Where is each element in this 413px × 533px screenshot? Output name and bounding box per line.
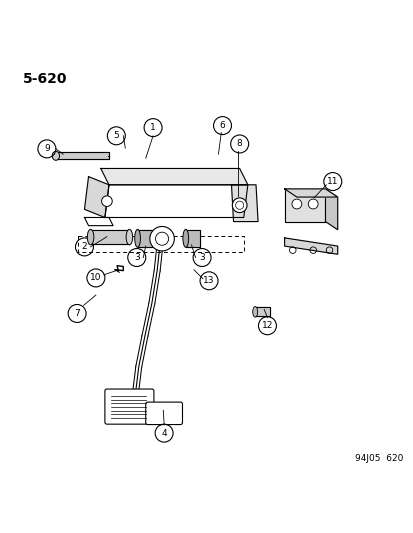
Polygon shape: [100, 168, 247, 185]
Text: 12: 12: [261, 321, 273, 330]
Polygon shape: [284, 189, 337, 197]
FancyBboxPatch shape: [104, 389, 154, 424]
Polygon shape: [185, 230, 199, 247]
Circle shape: [232, 198, 247, 213]
Text: 4: 4: [161, 429, 166, 438]
Polygon shape: [325, 189, 337, 230]
Text: 3: 3: [133, 253, 139, 262]
Ellipse shape: [126, 229, 132, 245]
Text: 5: 5: [113, 131, 119, 140]
Polygon shape: [231, 185, 257, 222]
Polygon shape: [56, 152, 109, 159]
Circle shape: [150, 227, 174, 251]
Text: 9: 9: [44, 144, 50, 154]
Circle shape: [308, 199, 317, 209]
Text: 13: 13: [203, 276, 214, 285]
Text: 8: 8: [236, 140, 242, 149]
Polygon shape: [137, 230, 152, 247]
Circle shape: [291, 199, 301, 209]
Text: 10: 10: [90, 273, 102, 282]
Polygon shape: [84, 176, 109, 217]
Circle shape: [101, 196, 112, 206]
Text: 11: 11: [326, 177, 338, 186]
Ellipse shape: [52, 151, 59, 160]
Ellipse shape: [252, 306, 257, 317]
Polygon shape: [84, 217, 113, 225]
Text: 5-620: 5-620: [23, 72, 68, 86]
Polygon shape: [104, 185, 247, 217]
Ellipse shape: [134, 229, 140, 247]
Text: 1: 1: [150, 123, 156, 132]
Text: 3: 3: [199, 253, 204, 262]
Text: 94J05  620: 94J05 620: [354, 454, 402, 463]
Polygon shape: [90, 230, 129, 244]
FancyBboxPatch shape: [145, 402, 182, 425]
Text: 7: 7: [74, 309, 80, 318]
Text: 6: 6: [219, 121, 225, 130]
Ellipse shape: [183, 229, 188, 247]
Polygon shape: [284, 238, 337, 254]
Polygon shape: [284, 189, 325, 222]
Text: 2: 2: [81, 243, 87, 252]
Polygon shape: [254, 308, 270, 316]
Ellipse shape: [87, 229, 94, 245]
